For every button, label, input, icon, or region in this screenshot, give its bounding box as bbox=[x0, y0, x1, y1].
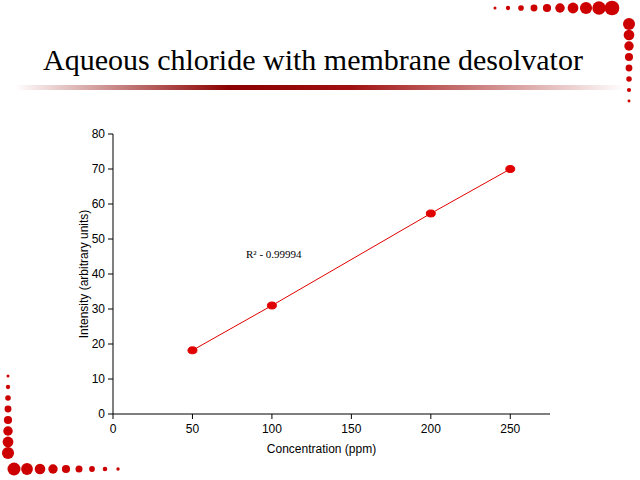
y-tick-label: 30 bbox=[92, 302, 106, 316]
deco-dot bbox=[628, 100, 631, 103]
x-tick-label: 0 bbox=[110, 422, 117, 436]
data-point bbox=[426, 210, 435, 217]
y-tick bbox=[108, 344, 113, 345]
y-tick bbox=[108, 239, 113, 240]
y-axis-title: Intensity (arbitrary units) bbox=[77, 210, 91, 339]
deco-dot bbox=[3, 437, 14, 448]
y-tick-label: 10 bbox=[92, 372, 106, 386]
deco-dot bbox=[624, 41, 633, 50]
deco-dot bbox=[21, 463, 33, 475]
deco-dot bbox=[626, 65, 633, 72]
y-tick-label: 60 bbox=[92, 197, 106, 211]
deco-dot bbox=[5, 406, 12, 413]
y-tick bbox=[108, 274, 113, 275]
y-tick-label: 70 bbox=[92, 162, 106, 176]
plot-area bbox=[188, 166, 515, 354]
background bbox=[0, 0, 640, 480]
deco-dot bbox=[506, 6, 510, 10]
deco-dot bbox=[580, 2, 592, 14]
deco-dot bbox=[568, 3, 579, 14]
y-tick bbox=[108, 309, 113, 310]
data-point bbox=[506, 166, 515, 173]
deco-dot bbox=[518, 5, 524, 11]
deco-dot bbox=[6, 385, 10, 389]
deco-dot bbox=[555, 3, 565, 13]
y-tick-label: 0 bbox=[98, 407, 105, 421]
deco-dot bbox=[5, 395, 11, 401]
deco-dot bbox=[623, 18, 635, 30]
x-tick bbox=[192, 414, 193, 419]
y-tick bbox=[108, 204, 113, 205]
y-tick-label: 40 bbox=[92, 267, 106, 281]
x-tick-label: 150 bbox=[341, 422, 361, 436]
data-point bbox=[267, 302, 276, 309]
x-tick-label: 250 bbox=[500, 422, 520, 436]
x-axis-title: Concentration (ppm) bbox=[267, 442, 376, 456]
deco-dot bbox=[624, 30, 635, 41]
deco-dot bbox=[8, 463, 21, 476]
y-tick-label: 80 bbox=[92, 127, 106, 141]
deco-dot bbox=[626, 76, 632, 82]
decoration bbox=[2, 1, 635, 476]
deco-dot bbox=[4, 416, 12, 424]
deco-dot bbox=[3, 426, 13, 436]
x-tick bbox=[113, 414, 114, 419]
deco-dot bbox=[35, 464, 46, 475]
x-axis bbox=[113, 414, 550, 415]
deco-dot bbox=[2, 447, 14, 459]
deco-dot bbox=[7, 375, 10, 378]
deco-dot bbox=[116, 467, 119, 470]
title: Aqueous chloride with membrane desolvato… bbox=[43, 43, 583, 76]
deco-dot bbox=[605, 1, 620, 16]
y-tick-label: 50 bbox=[92, 232, 106, 246]
x-tick-label: 200 bbox=[421, 422, 441, 436]
deco-dot bbox=[494, 7, 497, 10]
deco-dot bbox=[89, 466, 95, 472]
y-tick bbox=[108, 169, 113, 170]
data-point bbox=[188, 347, 197, 354]
y-tick bbox=[108, 379, 113, 380]
y-tick-label: 20 bbox=[92, 337, 106, 351]
y-tick bbox=[108, 134, 113, 135]
series-line bbox=[192, 169, 510, 350]
x-tick bbox=[351, 414, 352, 419]
x-tick bbox=[271, 414, 272, 419]
deco-dot bbox=[531, 5, 538, 12]
y-tick bbox=[108, 414, 113, 415]
deco-dot bbox=[48, 464, 57, 473]
x-tick-label: 100 bbox=[262, 422, 282, 436]
x-tick bbox=[510, 414, 511, 419]
x-tick bbox=[430, 414, 431, 419]
title-underline bbox=[15, 85, 625, 90]
deco-dot bbox=[627, 88, 631, 92]
deco-dot bbox=[103, 467, 108, 472]
annotation: R² - 0.99994 bbox=[246, 248, 302, 260]
deco-dot bbox=[62, 465, 70, 473]
deco-dot bbox=[543, 4, 551, 12]
x-tick-label: 50 bbox=[186, 422, 200, 436]
deco-dot bbox=[625, 53, 633, 61]
deco-dot bbox=[76, 466, 83, 473]
slide: Aqueous chloride with membrane desolvato… bbox=[0, 0, 640, 480]
deco-dot bbox=[592, 1, 605, 14]
